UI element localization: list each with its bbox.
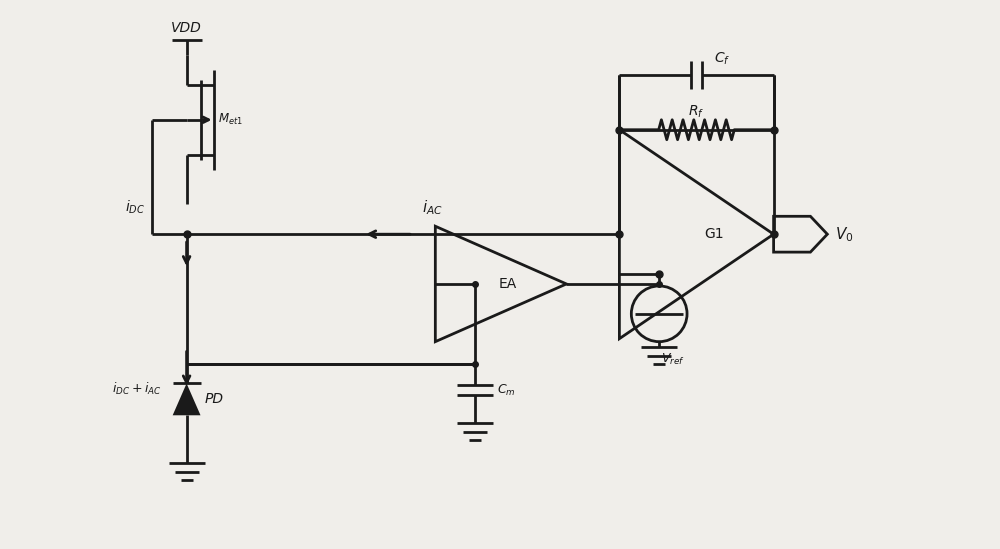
Text: $i_{DC}$: $i_{DC}$ <box>125 199 145 216</box>
Text: PD: PD <box>205 393 224 406</box>
Polygon shape <box>173 383 201 415</box>
Text: EA: EA <box>499 277 517 291</box>
Text: $V_0$: $V_0$ <box>835 225 854 244</box>
Text: $C_f$: $C_f$ <box>714 51 731 67</box>
Text: $i_{DC}+i_{AC}$: $i_{DC}+i_{AC}$ <box>112 382 162 397</box>
Text: $M_{et1}$: $M_{et1}$ <box>218 112 243 127</box>
Text: $C_m$: $C_m$ <box>497 383 516 398</box>
Text: G1: G1 <box>704 227 724 241</box>
Text: $i_{AC}$: $i_{AC}$ <box>422 199 443 217</box>
Text: $R_f$: $R_f$ <box>688 103 705 120</box>
Text: $V_{ref}$: $V_{ref}$ <box>661 351 685 367</box>
Text: VDD: VDD <box>171 21 202 35</box>
